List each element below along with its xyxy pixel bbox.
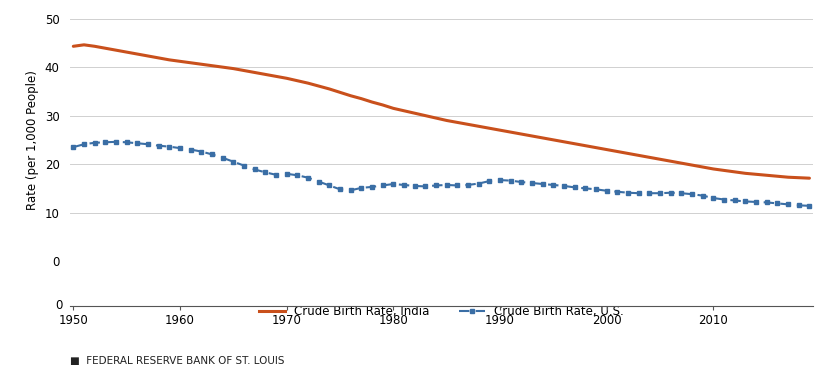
Text: ■  FEDERAL RESERVE BANK OF ST. LOUIS: ■ FEDERAL RESERVE BANK OF ST. LOUIS — [70, 355, 285, 366]
Y-axis label: Rate (per 1,000 People): Rate (per 1,000 People) — [26, 70, 40, 210]
Text: 0: 0 — [55, 300, 63, 312]
Legend: Crude Birth Rate, India, Crude Birth Rate, U.S.: Crude Birth Rate, India, Crude Birth Rat… — [254, 301, 629, 323]
